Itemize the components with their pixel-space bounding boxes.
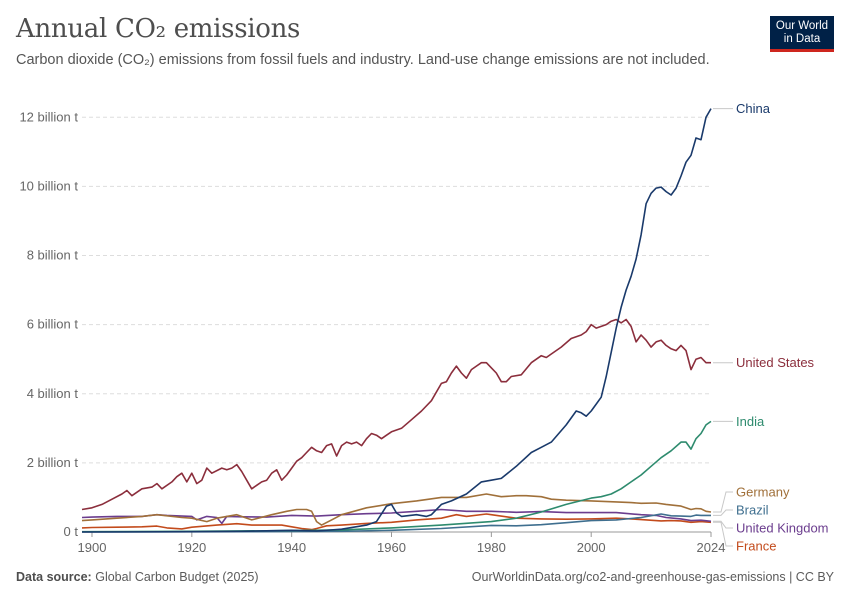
label-connector-brazil: [713, 509, 733, 516]
y-tick-label: 0 t: [64, 524, 79, 539]
y-tick-label: 2 billion t: [27, 455, 79, 470]
series-line-france[interactable]: [81, 513, 712, 531]
owid-logo[interactable]: Our World in Data: [770, 16, 834, 52]
x-tick-label: 1920: [177, 540, 206, 555]
label-connector-france: [713, 521, 733, 547]
x-tick-label: 1900: [78, 540, 107, 555]
x-tick-label: 1980: [477, 540, 506, 555]
series-label-germany[interactable]: Germany: [736, 485, 790, 500]
series-labels: China United States India Germany Brazil Unit…: [713, 101, 829, 554]
series-label-united-states[interactable]: United States: [736, 355, 815, 370]
y-tick-label: 4 billion t: [27, 386, 79, 401]
series-label-china[interactable]: China: [736, 101, 771, 116]
series-label-india[interactable]: India: [736, 414, 765, 429]
series-line-united-states[interactable]: [81, 318, 711, 511]
data-source-value[interactable]: Global Carbon Budget (2025): [95, 570, 259, 584]
data-source: Data source: Global Carbon Budget (2025): [16, 570, 259, 584]
x-tick-label: 2024: [697, 540, 726, 555]
source-url[interactable]: OurWorldinData.org/co2-and-greenhouse-ga…: [471, 570, 834, 584]
series-line-india[interactable]: [81, 420, 712, 533]
axes: 0 t 2 billion t 4 billion t 6 billion t 8 bi…: [19, 109, 725, 555]
y-tick-label: 8 billion t: [27, 248, 79, 263]
logo-line-2: in Data: [783, 33, 821, 45]
series-label-france[interactable]: France: [736, 539, 776, 554]
series-line-germany[interactable]: [81, 493, 712, 526]
logo-line-1: Our World: [775, 20, 829, 32]
y-tick-label: 10 billion t: [19, 178, 78, 193]
series-line-united-kingdom[interactable]: [81, 508, 712, 525]
series-lines: [81, 108, 712, 533]
series-label-united-kingdom[interactable]: United Kingdom: [736, 521, 829, 536]
label-connector-germany: [713, 491, 733, 513]
chart-title: Annual CO₂ emissions: [16, 14, 301, 44]
label-connector-united-kingdom: [713, 520, 733, 529]
y-tick-label: 12 billion t: [19, 109, 78, 124]
data-source-label: Data source:: [16, 570, 92, 584]
grid-lines: [82, 116, 711, 464]
chart-subtitle: Carbon dioxide (CO₂) emissions from foss…: [16, 52, 710, 68]
x-tick-label: 2000: [577, 540, 606, 555]
y-tick-label: 6 billion t: [27, 317, 79, 332]
x-tick-label: 1940: [277, 540, 306, 555]
series-line-china[interactable]: [81, 108, 712, 533]
series-label-brazil[interactable]: Brazil: [736, 503, 769, 518]
x-tick-label: 1960: [377, 540, 406, 555]
series-line-brazil[interactable]: [81, 513, 711, 533]
